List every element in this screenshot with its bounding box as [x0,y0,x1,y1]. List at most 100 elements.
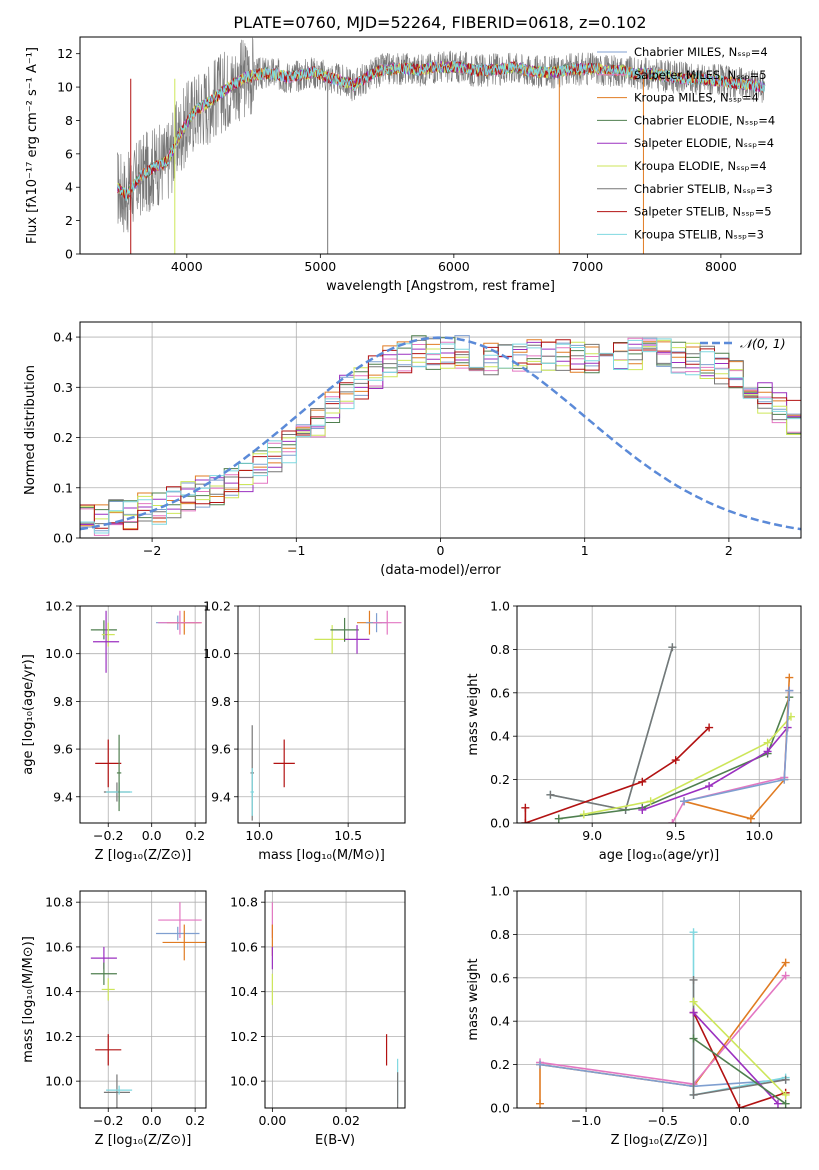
panel-mass-vs-EBV: 0.00 0.02 10.0 10.2 10.4 10.6 10.8 E(B-V) [230,890,406,1148]
x-tick-label: 10.0 [245,828,273,843]
y-tick-label: 0.0 [490,1101,510,1116]
x-tick-label: −1 [287,543,305,558]
x-tick-label: −0.2 [93,828,123,843]
point-marker [521,803,530,812]
residual-histogram [80,335,801,532]
point-marker [668,819,677,823]
y-axis-label: mass weight [466,673,481,755]
panel-mass-weight-vs-age: 9.0 9.5 10.0 0.0 0.2 0.4 0.6 0.8 1.0 age [log₁₀(a… [466,599,802,863]
y-tick-label: 10.0 [230,1074,258,1089]
y-tick-label: 10.4 [45,984,73,999]
point-marker [689,997,698,1006]
mass-weight-line [583,716,792,816]
panel-spectrum: 4000 5000 6000 7000 8000 0 2 4 6 8 10 12 wavelength … [25,36,802,294]
y-tick-label: 10.2 [203,599,231,614]
point-marker [746,814,755,823]
y-axis-label: Normed distribution [23,365,38,495]
y-tick-label: 1.0 [490,599,510,614]
mass-weight-line [642,726,789,811]
point-marker [705,782,714,791]
residual-histogram [80,339,801,530]
mass-weight-line [550,646,674,811]
plot-area [521,643,795,823]
y-tick-label: 2 [65,213,73,228]
x-tick-label: 4000 [171,259,203,274]
y-tick-label: 10.0 [45,646,73,661]
figure-title: PLATE=0760, MJD=52264, FIBERID=0618, z=0… [233,13,646,32]
point-marker [773,1099,782,1108]
plot-area [116,37,766,254]
point-marker [638,805,647,814]
y-tick-label: 10.2 [230,1029,258,1044]
legend-entry: Kroupa ELODIE, Nₛₛₚ=4 [634,159,767,173]
point-marker [521,819,530,823]
legend-entry: Kroupa MILES, Nₛₛₚ=4 [634,91,759,105]
x-tick-label: 0 [437,543,445,558]
point-marker [638,777,647,786]
x-tick-label: 6000 [438,259,470,274]
y-tick-label: 10.8 [45,895,73,910]
y-tick-label: 0.1 [53,480,73,495]
x-axis-label: Z [log₁₀(Z/Z⊙)] [95,1133,192,1148]
point-marker [781,958,790,967]
mass-weight-line [692,1012,786,1108]
y-tick-label: 12 [57,46,73,61]
legend-entry: Kroupa STELIB, Nₛₛₚ=3 [634,227,764,241]
x-tick-label: 0.0 [730,1113,750,1128]
y-tick-label: 0.8 [490,642,510,657]
point-marker [689,1008,698,1017]
point-marker [536,1060,545,1069]
x-axis-label: Z [log₁₀(Z/Z⊙)] [611,1133,708,1148]
panel-mass-weight-vs-Z: −1.0 −0.5 0.0 0.0 0.2 0.4 0.6 0.8 1.0 Z [log₁₀(Z/… [466,884,802,1148]
x-tick-label: 9.0 [582,828,602,843]
y-tick-label: 0.4 [490,729,510,744]
y-tick-label: 10.0 [203,646,231,661]
axes-frame [237,605,406,824]
legend-entry: Salpeter MILES, Nₛₛₚ=5 [634,68,767,82]
y-tick-label: 0.0 [53,531,73,546]
y-tick-label: 10.8 [230,895,258,910]
x-axis-label: mass [log₁₀(M/M⊙)] [258,848,385,863]
x-tick-label: 0.2 [185,828,205,843]
y-tick-label: 6 [65,146,73,161]
y-axis-label: mass [log₁₀(M/M⊙)] [21,936,36,1063]
x-tick-label: −0.2 [93,1113,123,1128]
point-marker [785,686,794,695]
y-tick-label: 9.6 [211,742,231,757]
y-tick-label: 9.6 [53,742,73,757]
plot-area [90,902,206,1108]
axes-frame [79,890,207,1109]
plot-area [80,335,801,536]
mass-weight-line [550,646,674,811]
legend-entry: Salpeter STELIB, Nₛₛₚ=5 [634,205,772,219]
point-marker [546,790,555,799]
residual-histogram [80,335,801,519]
y-tick-label: 10.6 [45,939,73,954]
point-marker [705,723,714,732]
x-axis-label: Z [log₁₀(Z/Z⊙)] [95,848,192,863]
y-tick-label: 9.4 [211,789,231,804]
x-tick-label: 9.5 [666,828,686,843]
mass-weight-line [558,696,791,820]
point-marker [735,1104,744,1108]
mass-weight-line [692,1001,787,1096]
observed-spectrum-line [117,37,765,233]
y-tick-label: 0.4 [490,1014,510,1029]
point-marker [781,971,790,980]
y-tick-label: 0.6 [490,685,510,700]
legend-entry: Chabrier ELODIE, Nₛₛₚ=4 [634,113,775,127]
y-tick-label: 9.4 [53,789,73,804]
legend-entry: Salpeter ELODIE, Nₛₛₚ=4 [634,136,774,150]
point-marker [536,1099,545,1108]
point-marker [689,1090,698,1099]
point-marker [689,928,698,937]
y-tick-label: 0.8 [490,927,510,942]
point-marker [646,797,655,806]
x-tick-label: 2 [725,543,733,558]
point-marker [781,1090,790,1099]
point-marker [689,1034,698,1043]
point-marker [671,756,680,765]
y-tick-label: 0 [65,247,73,262]
point-marker [781,1075,790,1084]
